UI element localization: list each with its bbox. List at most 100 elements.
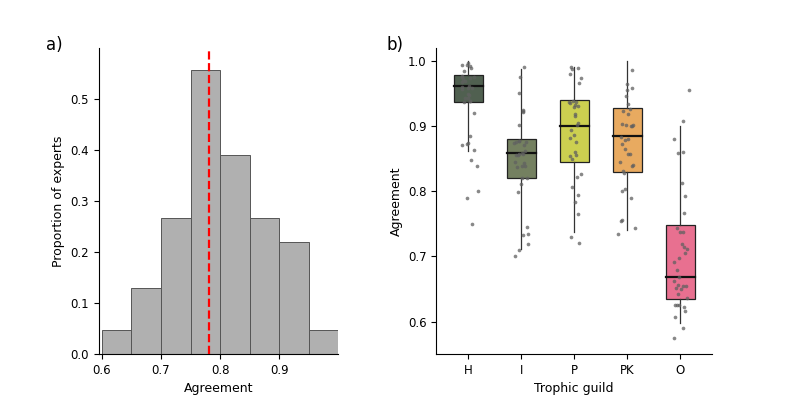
Point bbox=[617, 107, 630, 114]
Y-axis label: Agreement: Agreement bbox=[389, 166, 403, 236]
Point bbox=[565, 127, 577, 133]
Point bbox=[467, 146, 480, 153]
Point bbox=[513, 151, 525, 157]
Point bbox=[456, 73, 468, 80]
Point bbox=[456, 84, 468, 90]
Point bbox=[509, 253, 521, 259]
Point bbox=[667, 136, 679, 142]
Point bbox=[569, 199, 581, 205]
Point bbox=[571, 65, 584, 71]
Point bbox=[572, 210, 585, 217]
Point bbox=[517, 160, 530, 166]
Point bbox=[668, 278, 681, 285]
Point bbox=[456, 79, 468, 85]
Point bbox=[619, 137, 631, 144]
Bar bbox=[250, 219, 279, 354]
Bar bbox=[453, 75, 483, 102]
Point bbox=[566, 156, 578, 162]
Point bbox=[676, 241, 688, 248]
Point bbox=[564, 71, 577, 77]
Point bbox=[620, 87, 633, 93]
Point bbox=[513, 247, 525, 253]
Point bbox=[565, 234, 577, 240]
Point bbox=[570, 174, 583, 181]
Point bbox=[456, 86, 469, 92]
Point bbox=[517, 175, 529, 181]
Bar bbox=[279, 242, 309, 354]
Point bbox=[518, 162, 531, 169]
Point bbox=[626, 85, 638, 91]
X-axis label: Agreement: Agreement bbox=[184, 382, 253, 396]
Point bbox=[677, 283, 690, 289]
Point bbox=[668, 258, 680, 265]
Point bbox=[510, 164, 523, 170]
Point bbox=[677, 149, 690, 156]
Point bbox=[672, 281, 684, 288]
Point bbox=[621, 111, 634, 117]
Point bbox=[456, 76, 469, 82]
Point bbox=[520, 139, 532, 145]
Point bbox=[620, 93, 633, 100]
Point bbox=[516, 150, 528, 156]
Point bbox=[520, 175, 533, 181]
Point bbox=[519, 148, 532, 154]
Point bbox=[669, 285, 682, 291]
Point bbox=[677, 325, 690, 331]
Point bbox=[521, 223, 534, 230]
Point bbox=[626, 67, 638, 73]
Point bbox=[569, 148, 581, 155]
Point bbox=[625, 195, 638, 201]
Point bbox=[679, 308, 691, 314]
Point bbox=[513, 138, 525, 144]
Point bbox=[463, 92, 475, 98]
Point bbox=[512, 152, 524, 158]
Point bbox=[521, 240, 534, 247]
Point bbox=[680, 283, 693, 289]
Point bbox=[517, 107, 529, 114]
Point bbox=[668, 335, 680, 341]
Point bbox=[672, 150, 684, 156]
Point bbox=[615, 141, 628, 147]
Bar bbox=[191, 70, 220, 354]
Point bbox=[509, 139, 522, 145]
Point bbox=[511, 189, 524, 195]
Point bbox=[518, 141, 531, 148]
Point bbox=[615, 134, 627, 140]
Point bbox=[462, 60, 475, 66]
Point bbox=[467, 110, 480, 117]
Point bbox=[676, 179, 689, 186]
Point bbox=[462, 91, 475, 98]
Point bbox=[623, 105, 636, 112]
Point bbox=[674, 229, 687, 235]
Point bbox=[619, 186, 631, 193]
Point bbox=[626, 122, 639, 128]
Point bbox=[626, 162, 639, 168]
Point bbox=[513, 138, 525, 144]
Point bbox=[456, 61, 468, 68]
Point bbox=[679, 250, 691, 256]
Point bbox=[567, 132, 580, 139]
Point bbox=[460, 195, 473, 201]
Point bbox=[465, 157, 478, 163]
Point bbox=[620, 81, 633, 87]
Point bbox=[615, 188, 628, 195]
Point bbox=[521, 230, 534, 237]
Point bbox=[683, 87, 696, 93]
Point bbox=[618, 170, 630, 176]
Point bbox=[464, 98, 476, 104]
Point bbox=[517, 109, 529, 116]
Point bbox=[461, 140, 474, 146]
Point bbox=[570, 99, 583, 105]
Point bbox=[464, 98, 477, 105]
Point bbox=[510, 152, 523, 158]
Point bbox=[622, 136, 634, 142]
Point bbox=[678, 192, 691, 199]
Point bbox=[563, 153, 576, 159]
Point bbox=[615, 121, 628, 127]
Point bbox=[464, 133, 476, 139]
Point bbox=[466, 84, 479, 91]
Point bbox=[569, 113, 581, 119]
Point bbox=[566, 66, 578, 72]
Point bbox=[680, 246, 693, 252]
Point bbox=[574, 75, 587, 81]
